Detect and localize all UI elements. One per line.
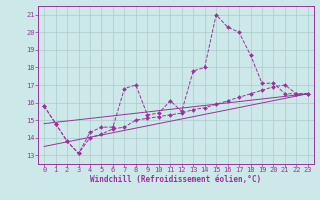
X-axis label: Windchill (Refroidissement éolien,°C): Windchill (Refroidissement éolien,°C)	[91, 175, 261, 184]
